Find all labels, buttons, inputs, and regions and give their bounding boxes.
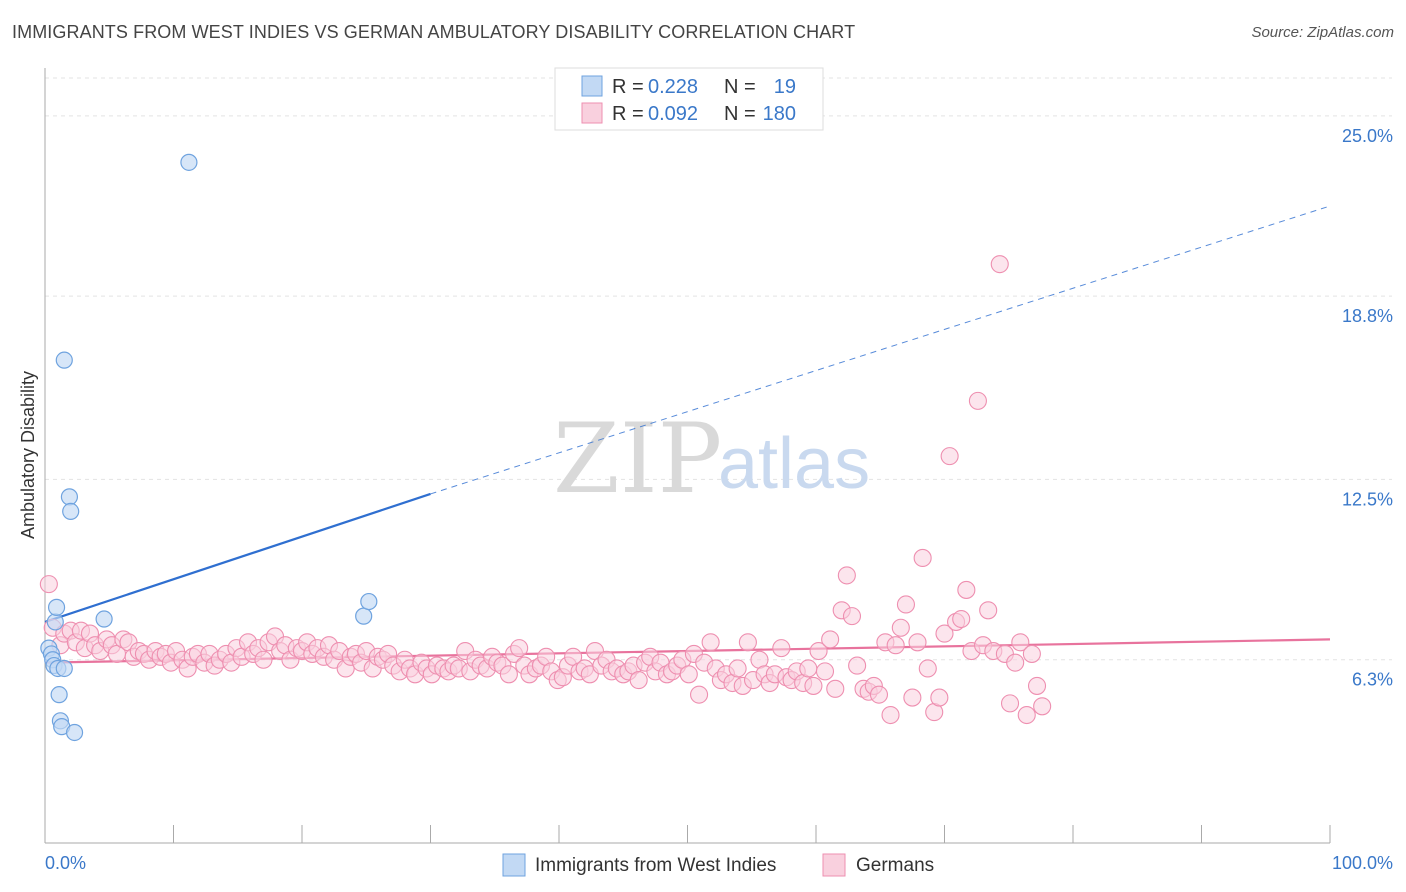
legend-swatch-pink bbox=[581, 102, 603, 124]
y-tick-label: 6.3% bbox=[1352, 670, 1393, 690]
data-point-germans bbox=[738, 633, 757, 652]
data-point-germans bbox=[1027, 676, 1047, 695]
data-point-germans bbox=[990, 255, 1009, 274]
data-point-germans bbox=[908, 633, 927, 652]
bottom-legend-label-2: Germans bbox=[856, 855, 934, 876]
data-point-germans bbox=[499, 665, 518, 684]
watermark: ZIP atlas bbox=[553, 403, 870, 515]
y-tick-label: 25.0% bbox=[1342, 126, 1393, 146]
legend-n-value-1: 19 bbox=[774, 76, 796, 98]
data-point-germans bbox=[913, 548, 932, 567]
data-point-germans bbox=[842, 607, 862, 626]
data-point-germans bbox=[837, 566, 856, 585]
data-point-west-indies bbox=[60, 488, 79, 506]
data-point-germans bbox=[39, 575, 58, 594]
y-tick-label: 12.5% bbox=[1342, 489, 1393, 509]
data-point-west-indies bbox=[55, 351, 73, 369]
data-point-germans bbox=[1033, 697, 1052, 716]
tick-labels: 6.3% 12.5% 18.8% 25.0% 0.0% 100.0% bbox=[45, 126, 1393, 873]
data-point-germans bbox=[957, 580, 976, 599]
axes bbox=[44, 68, 1331, 844]
legend-r-label-2: R = bbox=[612, 103, 644, 125]
legend-n-label-2: N = bbox=[724, 103, 756, 125]
data-point-germans bbox=[679, 665, 698, 684]
data-point-west-indies bbox=[360, 592, 378, 611]
data-point-germans bbox=[891, 618, 910, 637]
data-point-germans bbox=[903, 688, 922, 707]
y-axis-label: Ambulatory Disability bbox=[18, 371, 38, 539]
x-tick-label: 0.0% bbox=[45, 853, 86, 873]
legend-n-value-2: 180 bbox=[763, 103, 796, 125]
data-point-west-indies bbox=[62, 502, 80, 521]
data-point-germans bbox=[1000, 694, 1020, 713]
trend-line-west-indies bbox=[44, 492, 431, 623]
data-point-germans bbox=[629, 671, 648, 690]
gridlines bbox=[45, 77, 1392, 661]
data-point-germans bbox=[930, 688, 949, 707]
legend-n-label-1: N = bbox=[724, 76, 756, 98]
data-point-germans bbox=[701, 633, 720, 652]
data-point-germans bbox=[881, 705, 900, 725]
data-point-germans bbox=[821, 630, 840, 649]
data-point-germans bbox=[728, 659, 747, 678]
legend-r-label-1: R = bbox=[612, 76, 644, 98]
legend-box: R = 0.228 N = 19 R = 0.092 N = 180 bbox=[554, 67, 824, 131]
chart-title: IMMIGRANTS FROM WEST INDIES VS GERMAN AM… bbox=[12, 22, 856, 42]
data-point-germans bbox=[848, 656, 867, 675]
data-point-germans bbox=[979, 601, 998, 620]
data-point-germans bbox=[886, 636, 905, 655]
data-point-germans bbox=[1017, 705, 1036, 725]
bottom-legend-swatch-blue bbox=[502, 853, 526, 877]
data-point-germans bbox=[952, 609, 971, 629]
data-point-germans bbox=[772, 639, 791, 658]
data-point-west-indies bbox=[180, 153, 198, 171]
data-point-germans bbox=[1011, 633, 1030, 652]
data-point-west-indies bbox=[355, 607, 373, 625]
data-point-germans bbox=[804, 676, 823, 695]
data-point-west-indies bbox=[95, 610, 113, 628]
data-point-germans bbox=[940, 447, 959, 466]
data-point-germans bbox=[826, 679, 845, 698]
data-point-germans bbox=[809, 641, 828, 661]
data-points bbox=[39, 153, 1052, 742]
bottom-legend-label-1: Immigrants from West Indies bbox=[535, 855, 776, 876]
data-point-germans bbox=[815, 662, 835, 681]
legend-r-value-2: 0.092 bbox=[648, 103, 698, 125]
data-point-germans bbox=[918, 659, 937, 678]
legend-r-value-1: 0.228 bbox=[648, 76, 698, 98]
data-point-germans bbox=[510, 639, 529, 658]
data-point-germans bbox=[254, 650, 273, 669]
data-point-germans bbox=[896, 595, 916, 614]
watermark-atlas: atlas bbox=[718, 424, 870, 504]
bottom-legend: Immigrants from West Indies Germans bbox=[502, 853, 934, 877]
data-point-germans bbox=[799, 659, 818, 678]
x-tick-label: 100.0% bbox=[1332, 853, 1393, 873]
data-point-germans bbox=[1006, 653, 1025, 672]
bottom-legend-swatch-pink bbox=[822, 853, 846, 877]
data-point-west-indies bbox=[50, 686, 68, 704]
data-point-germans bbox=[869, 685, 889, 704]
y-tick-label: 18.8% bbox=[1342, 306, 1393, 326]
watermark-zip: ZIP bbox=[553, 403, 722, 515]
data-point-west-indies bbox=[55, 659, 73, 678]
legend-swatch-blue bbox=[581, 75, 603, 97]
source-credit: Source: ZipAtlas.com bbox=[1251, 24, 1394, 41]
data-point-west-indies bbox=[65, 723, 84, 742]
data-point-germans bbox=[690, 685, 709, 704]
data-point-west-indies bbox=[47, 598, 66, 616]
data-point-germans bbox=[935, 624, 954, 643]
trend-line-west-indies-extension bbox=[430, 205, 1331, 495]
data-point-germans bbox=[1022, 644, 1041, 663]
data-point-germans bbox=[968, 391, 987, 410]
data-point-west-indies bbox=[46, 613, 64, 631]
